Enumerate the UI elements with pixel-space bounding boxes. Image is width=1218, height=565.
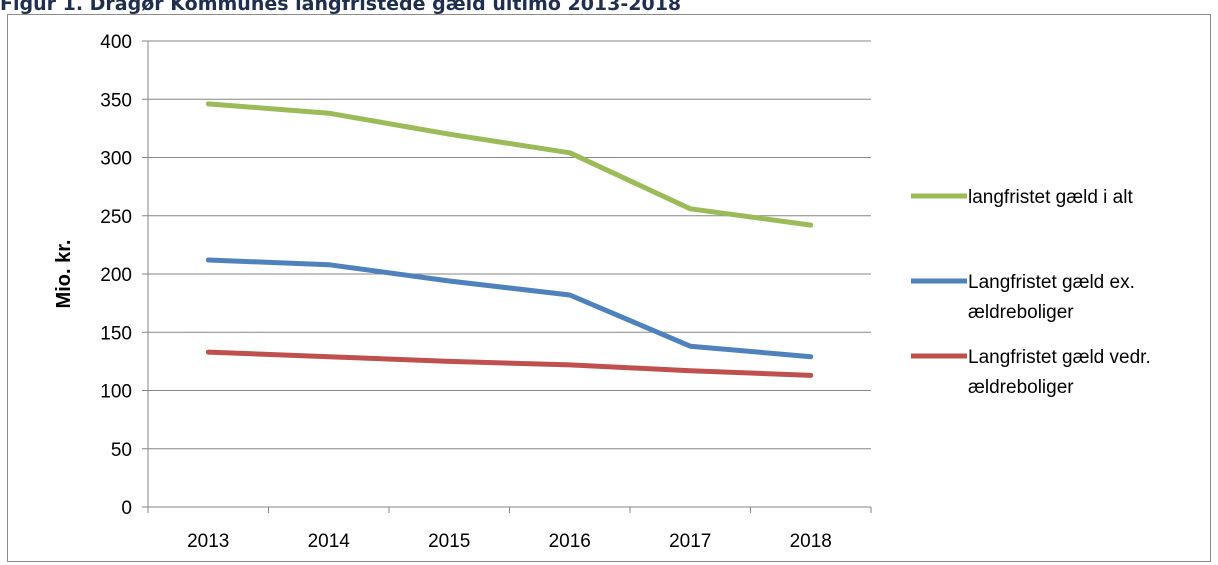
x-tick-label: 2014: [308, 531, 351, 552]
x-tick-label: 2016: [549, 531, 591, 552]
x-tick-label: 2018: [790, 531, 832, 552]
axes: [142, 40, 872, 513]
y-tick-label: 200: [100, 265, 132, 286]
y-tick-labels: 0 50 100 150 200 250 300 350 400: [100, 32, 132, 519]
x-tick-label: 2015: [428, 531, 470, 552]
y-tick-label: 350: [100, 90, 132, 111]
legend-label: Langfristet gæld vedr.: [968, 347, 1151, 368]
y-tick-label: 300: [100, 149, 132, 170]
legend: langfristet gæld i alt Langfristet gæld e…: [911, 187, 1151, 398]
series-line: [205, 101, 814, 228]
y-axis-title: Mio. kr.: [53, 240, 75, 309]
series-line: [205, 349, 814, 378]
y-tick-label: 150: [100, 323, 132, 344]
series-line: [205, 257, 814, 360]
legend-label: ældreboliger: [968, 302, 1074, 323]
y-tick-label: 250: [100, 207, 132, 228]
y-tick-label: 400: [100, 32, 132, 53]
figure-title: Figur 1. Dragør Kommunes langfristede gæ…: [0, 0, 682, 15]
x-tick-label: 2013: [187, 531, 229, 552]
legend-label: ældreboliger: [968, 377, 1074, 398]
y-tick-label: 0: [121, 498, 132, 519]
legend-label: Langfristet gæld ex.: [968, 272, 1135, 293]
x-tick-labels: 2013 2014 2015 2016 2017 2018: [187, 531, 832, 552]
legend-label: langfristet gæld i alt: [968, 187, 1133, 208]
y-tick-label: 50: [111, 440, 132, 461]
x-tick-label: 2017: [669, 531, 711, 552]
y-tick-label: 100: [100, 382, 132, 403]
series-lines: [205, 101, 814, 378]
chart-frame: [7, 14, 1211, 562]
gridlines: [148, 40, 871, 450]
